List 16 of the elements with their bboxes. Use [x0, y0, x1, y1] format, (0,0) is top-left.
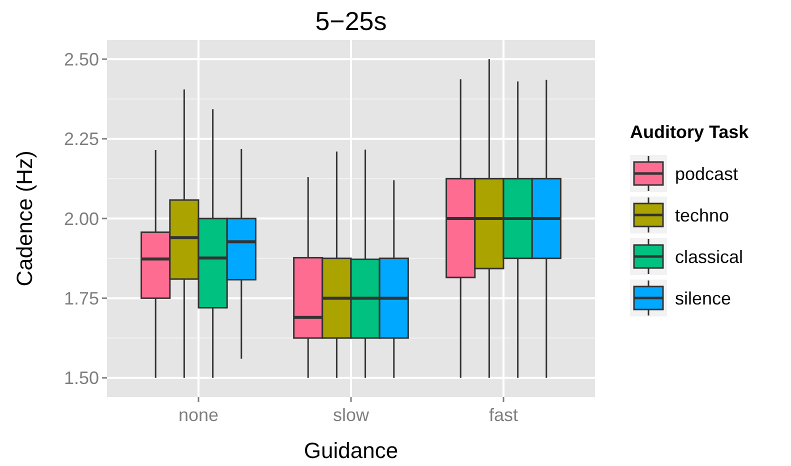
legend-label: podcast [675, 164, 738, 184]
y-tick-label: 1.50 [64, 368, 99, 388]
y-axis-title: Cadence (Hz) [12, 150, 37, 286]
x-tick-label: slow [332, 405, 370, 425]
x-tick-label: fast [488, 405, 518, 425]
legend-title: Auditory Task [630, 122, 750, 142]
x-axis-title: Guidance [304, 438, 398, 463]
y-tick-label: 2.50 [64, 49, 99, 70]
y-tick-label: 1.75 [64, 288, 99, 308]
legend-label: techno [675, 205, 730, 226]
y-tick-label: 2.25 [64, 129, 99, 150]
legend-label: classical [675, 246, 744, 267]
y-tick-label: 2.00 [64, 208, 99, 229]
x-tick-label: none [178, 405, 219, 425]
legend-label: silence [675, 288, 732, 308]
chart-title: 5−25s [315, 6, 387, 36]
